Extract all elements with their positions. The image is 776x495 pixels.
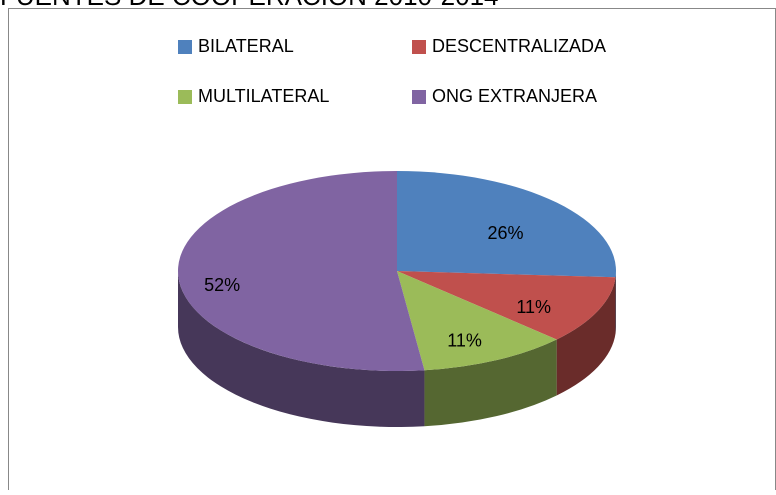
legend-swatch [412, 40, 426, 54]
data-label: 26% [488, 223, 524, 243]
legend-swatch [412, 90, 426, 104]
data-label: 11% [516, 297, 551, 317]
legend-swatch [178, 40, 192, 54]
legend-swatch [178, 90, 192, 104]
legend-label: MULTILATERAL [198, 86, 329, 106]
legend-label: ONG EXTRANJERA [432, 86, 597, 106]
legend-label: DESCENTRALIZADA [432, 36, 606, 56]
chart-title: FUENTES DE COOPERACIÓN 2010-2014 [0, 0, 499, 11]
data-label: 11% [447, 330, 482, 350]
data-label: 52% [204, 275, 240, 295]
legend-label: BILATERAL [198, 36, 294, 56]
